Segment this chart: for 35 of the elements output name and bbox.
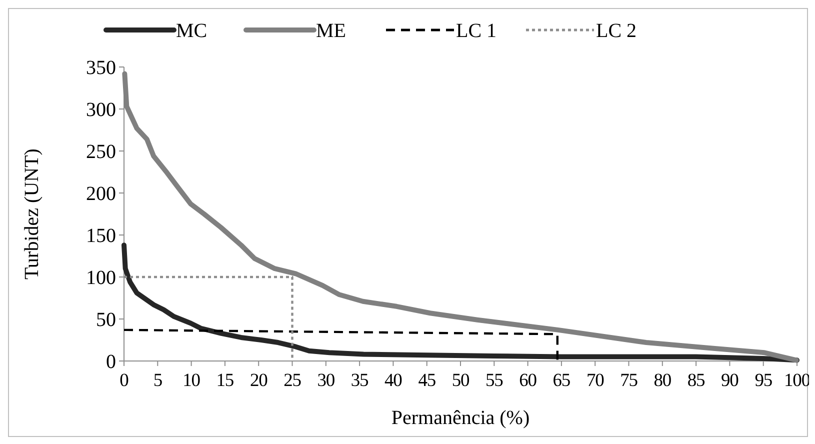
y-tick-label: 50: [96, 309, 116, 331]
y-tick-label: 100: [86, 267, 116, 289]
x-tick-label: 60: [519, 371, 537, 391]
x-tick-label: 95: [754, 371, 772, 391]
y-tick-label: 0: [106, 351, 116, 373]
x-tick-label: 35: [350, 371, 369, 391]
x-tick-label: 0: [120, 371, 129, 391]
y-tick-label: 350: [86, 57, 116, 79]
legend-label: LC 2: [596, 20, 637, 42]
y-tick-label: 250: [86, 141, 116, 163]
x-tick-label: 45: [418, 371, 436, 391]
y-axis-title: Turbidez (UNT): [21, 148, 43, 280]
x-axis-title: Permanência (%): [391, 407, 530, 429]
x-tick-label: 10: [182, 371, 200, 391]
x-tick-label: 25: [284, 371, 302, 391]
x-tick-label: 55: [485, 371, 504, 391]
x-tick-label: 30: [317, 371, 335, 391]
x-tick-label: 90: [721, 371, 739, 391]
x-tick-label: 40: [384, 371, 402, 391]
y-tick-label: 200: [86, 183, 116, 205]
x-tick-label: 65: [552, 371, 570, 391]
x-tick-label: 70: [586, 371, 604, 391]
x-tick-label: 75: [620, 371, 638, 391]
x-tick-label: 20: [250, 371, 268, 391]
x-tick-label: 85: [687, 371, 706, 391]
x-tick-label: 15: [216, 371, 234, 391]
y-tick-label: 150: [86, 225, 116, 247]
legend-label: LC 1: [456, 20, 497, 42]
legend-label: MC: [176, 20, 208, 42]
y-tick-label: 300: [86, 99, 116, 121]
legend-label: ME: [316, 20, 346, 42]
x-tick-label: 50: [452, 371, 470, 391]
x-tick-label: 80: [654, 371, 672, 391]
x-tick-label: 100: [784, 371, 810, 391]
x-tick-label: 5: [153, 371, 162, 391]
